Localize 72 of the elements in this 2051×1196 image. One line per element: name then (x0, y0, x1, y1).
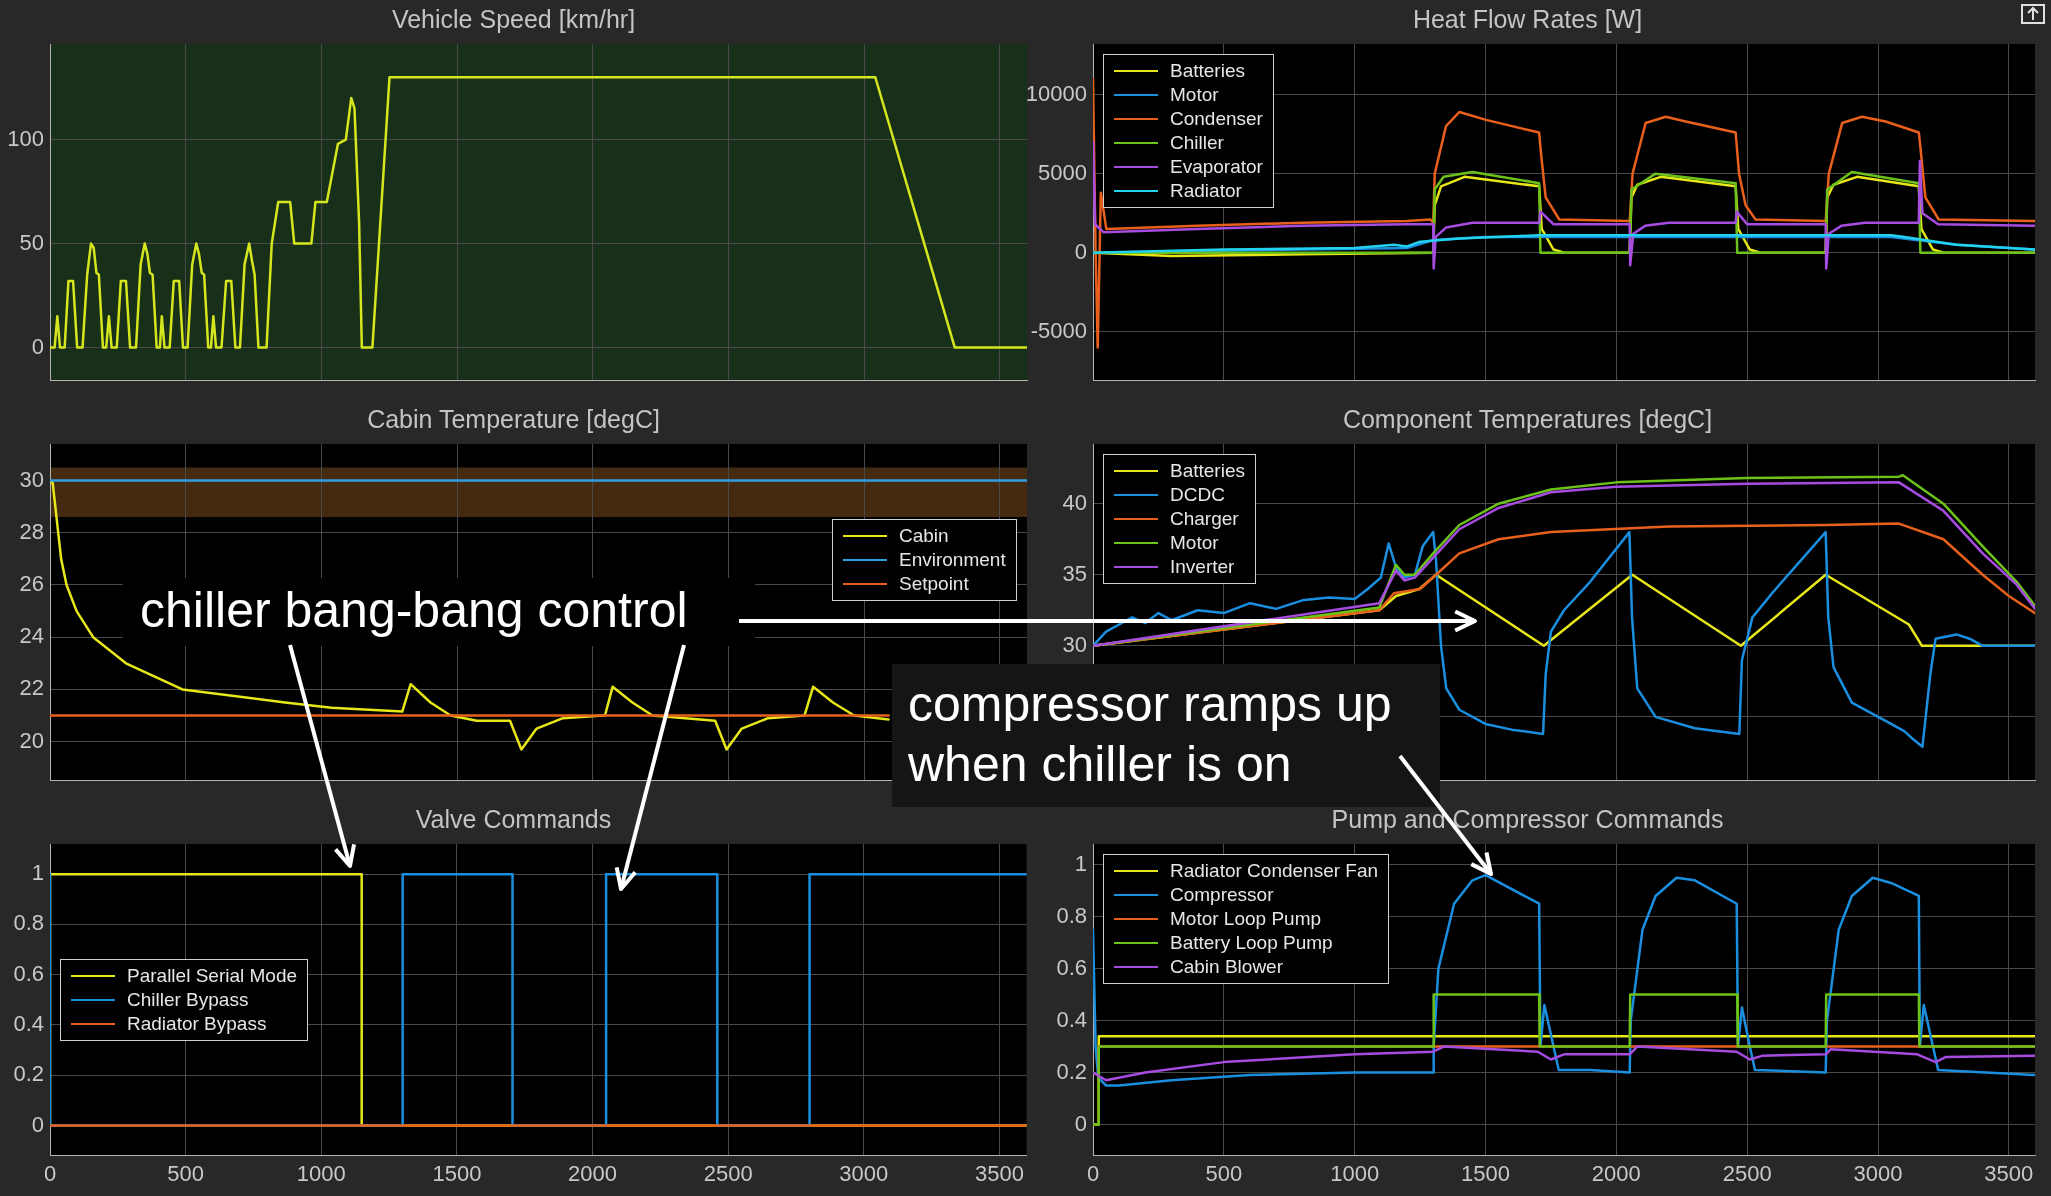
legend-label: Radiator (1170, 180, 1242, 202)
y-tick-label: 28 (19, 518, 44, 544)
legend-label: DCDC (1170, 484, 1225, 506)
legend-label: Parallel Serial Mode (127, 964, 298, 987)
y-tick-label: 1 (1074, 850, 1087, 876)
legend-label: Evaporator (1170, 156, 1263, 178)
y-tick-label: 0.8 (1056, 902, 1087, 928)
legend-label: Motor (1170, 84, 1219, 106)
legend-label: Chiller (1170, 132, 1224, 154)
legend-label: Charger (1170, 508, 1239, 530)
x-tick-label: 1500 (1461, 1160, 1510, 1186)
legend-label: Radiator Bypass (127, 1012, 267, 1035)
x-tick-label: 1000 (1330, 1160, 1380, 1186)
legend-label: Environment (899, 549, 1006, 571)
legend-label: Motor (1170, 532, 1219, 554)
x-tick-label: 1500 (432, 1160, 482, 1186)
y-tick-label: 20 (19, 727, 44, 753)
x-tick-label: 3500 (1984, 1160, 2034, 1186)
legend-label: Compressor (1170, 884, 1274, 906)
x-tick-label: 2000 (568, 1160, 618, 1186)
y-tick-label: 0.2 (1056, 1058, 1087, 1084)
y-tick-label: 0 (31, 1111, 44, 1137)
chart-title: Component Temperatures [degC] (1342, 404, 1713, 433)
y-tick-label: 100 (7, 125, 44, 151)
y-tick-label: 0.4 (13, 1010, 44, 1036)
legend-label: Setpoint (899, 573, 969, 595)
y-tick-label: -5000 (1030, 317, 1087, 343)
legend-label: Chiller Bypass (127, 988, 249, 1011)
legend-label: Motor Loop Pump (1170, 908, 1322, 930)
y-tick-label: 50 (19, 229, 44, 255)
y-tick-label: 1 (31, 860, 44, 886)
chart-title: Valve Commands (415, 804, 612, 833)
annotation: chiller bang-bang control (123, 578, 755, 646)
y-tick-label: 30 (19, 466, 44, 492)
chart-title: Heat Flow Rates [W] (1412, 4, 1643, 33)
y-tick-label: 0 (1074, 1110, 1087, 1136)
y-tick-label: 5000 (1038, 159, 1087, 185)
legend-label: Battery Loop Pump (1170, 932, 1333, 954)
legend-label: Batteries (1170, 60, 1245, 82)
legend-label: Batteries (1170, 460, 1245, 482)
x-tick-label: 3000 (1853, 1160, 1903, 1186)
y-tick-label: 0.4 (1056, 1006, 1087, 1032)
legend-label: Cabin (899, 525, 949, 547)
y-tick-label: 0.8 (13, 910, 44, 936)
x-tick-label: 2000 (1591, 1160, 1641, 1186)
chart-title: Pump and Compressor Commands (1331, 804, 1724, 833)
x-tick-label: 3500 (974, 1160, 1024, 1186)
x-tick-label: 500 (167, 1160, 204, 1186)
chart-title: Cabin Temperature [degC] (367, 404, 660, 433)
y-tick-label: 35 (1062, 560, 1087, 586)
chart-title: Vehicle Speed [km/hr] (391, 4, 636, 33)
annotation: compressor ramps up when chiller is on (908, 676, 1392, 792)
legend-label: Cabin Blower (1170, 956, 1283, 978)
y-tick-label: 26 (19, 571, 44, 597)
x-tick-label: 1000 (296, 1160, 346, 1186)
y-tick-label: 0.2 (13, 1061, 44, 1087)
y-tick-label: 40 (1062, 489, 1087, 515)
y-tick-label: 0 (1074, 238, 1087, 264)
y-tick-label: 0 (31, 333, 44, 359)
y-tick-label: 10000 (1025, 80, 1087, 106)
y-tick-label: 30 (1062, 631, 1087, 657)
x-tick-label: 2500 (703, 1160, 753, 1186)
legend-label: Radiator Condenser Fan (1170, 860, 1379, 882)
y-tick-label: 0.6 (1056, 954, 1087, 980)
legend-label: Condenser (1170, 108, 1263, 130)
y-tick-label: 22 (19, 675, 44, 701)
x-tick-label: 2500 (1722, 1160, 1772, 1186)
legend-label: Inverter (1170, 556, 1235, 578)
x-tick-label: 500 (1205, 1160, 1243, 1186)
y-tick-label: 0.6 (13, 960, 44, 986)
y-tick-label: 24 (19, 623, 44, 649)
x-tick-label: 3000 (839, 1160, 889, 1186)
